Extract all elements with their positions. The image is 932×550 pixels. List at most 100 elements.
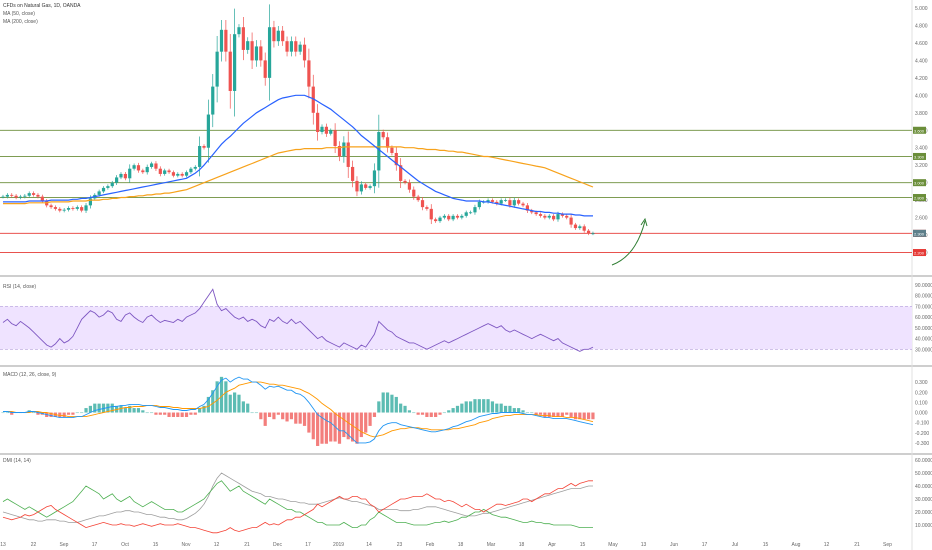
candle[interactable] [40, 196, 44, 202]
candle[interactable] [320, 126, 324, 133]
candle[interactable] [525, 205, 529, 211]
candle[interactable] [552, 215, 556, 220]
candle[interactable] [534, 212, 538, 215]
candle[interactable] [75, 207, 79, 209]
candle[interactable] [477, 201, 481, 208]
candle[interactable] [582, 226, 586, 231]
candle[interactable] [176, 173, 180, 176]
candle[interactable] [58, 208, 62, 211]
candle[interactable] [171, 172, 176, 176]
candle[interactable] [119, 173, 123, 178]
candle[interactable] [202, 145, 206, 148]
candle[interactable] [538, 214, 543, 216]
candle[interactable] [10, 194, 14, 196]
candle[interactable] [468, 212, 473, 214]
candle[interactable] [285, 41, 289, 52]
candle[interactable] [407, 182, 412, 190]
candle[interactable] [359, 184, 363, 192]
candle[interactable] [250, 41, 254, 61]
candle[interactable] [272, 27, 276, 42]
candle[interactable] [5, 194, 9, 197]
candle[interactable] [346, 142, 350, 167]
candle[interactable] [351, 166, 355, 181]
candle[interactable] [289, 41, 294, 52]
candle[interactable] [412, 189, 416, 197]
candle[interactable] [333, 130, 337, 146]
candle[interactable] [385, 137, 390, 148]
candle[interactable] [521, 203, 525, 206]
candle[interactable] [206, 114, 210, 148]
candle[interactable] [228, 51, 232, 91]
candle[interactable] [503, 200, 508, 201]
candle[interactable] [324, 126, 328, 134]
annotation-arrow-curve[interactable] [611, 220, 646, 266]
candle[interactable] [294, 41, 298, 52]
candle[interactable] [316, 112, 320, 133]
candle[interactable] [215, 51, 219, 87]
candle[interactable] [97, 191, 101, 195]
candle[interactable] [302, 44, 307, 61]
candle[interactable] [403, 180, 407, 183]
candle[interactable] [219, 29, 224, 52]
candle[interactable] [337, 145, 342, 157]
candle[interactable] [276, 30, 280, 42]
candle[interactable] [184, 172, 189, 176]
candle[interactable] [591, 233, 595, 235]
candle[interactable] [473, 207, 477, 213]
candle[interactable] [84, 205, 88, 211]
candle[interactable] [434, 219, 438, 222]
candle[interactable] [49, 205, 53, 208]
candle[interactable] [442, 215, 446, 218]
candle[interactable] [110, 182, 114, 187]
candle[interactable] [372, 170, 377, 187]
candle[interactable] [517, 200, 521, 204]
candle[interactable] [560, 214, 564, 216]
candle[interactable] [355, 180, 359, 192]
candle[interactable] [547, 215, 551, 218]
candle[interactable] [211, 86, 215, 115]
candle[interactable] [18, 196, 23, 198]
candle[interactable] [267, 27, 272, 78]
candle[interactable] [80, 207, 84, 211]
candle[interactable] [27, 193, 31, 196]
candle[interactable] [259, 46, 263, 61]
candle[interactable] [115, 177, 119, 183]
candle[interactable] [447, 215, 451, 220]
candle[interactable] [136, 165, 141, 171]
candle[interactable] [565, 215, 569, 218]
candle[interactable] [66, 207, 71, 210]
candle[interactable] [254, 46, 259, 61]
candle[interactable] [198, 145, 202, 167]
candle[interactable] [499, 200, 503, 204]
candle[interactable] [132, 165, 136, 169]
candle[interactable] [569, 217, 573, 225]
candle[interactable] [512, 200, 516, 206]
candle[interactable] [508, 200, 512, 206]
candle[interactable] [193, 166, 197, 169]
candle[interactable] [14, 195, 18, 198]
candle[interactable] [342, 142, 346, 157]
candle[interactable] [189, 168, 193, 173]
candle[interactable] [530, 210, 534, 213]
candle[interactable] [180, 173, 184, 176]
candle[interactable] [556, 214, 560, 220]
candle[interactable] [495, 201, 499, 204]
candle[interactable] [578, 226, 582, 229]
candle[interactable] [573, 224, 578, 229]
candle[interactable] [490, 200, 495, 202]
candle[interactable] [241, 27, 245, 50]
candle[interactable] [425, 207, 429, 209]
candle[interactable] [486, 200, 490, 202]
candle[interactable] [416, 196, 420, 201]
candle[interactable] [53, 207, 58, 209]
candle[interactable] [394, 152, 398, 166]
candle[interactable] [438, 217, 442, 222]
candle[interactable] [237, 27, 241, 35]
candle[interactable] [381, 132, 385, 138]
candle[interactable] [31, 193, 36, 195]
candle[interactable] [167, 170, 171, 173]
candle[interactable] [62, 209, 66, 211]
candle[interactable] [451, 215, 455, 220]
candle[interactable] [128, 168, 132, 179]
